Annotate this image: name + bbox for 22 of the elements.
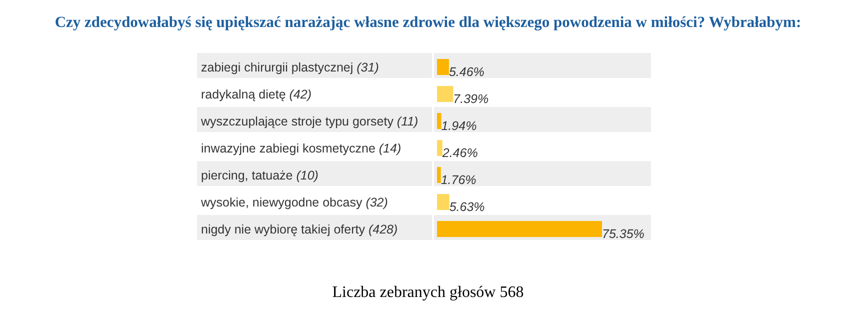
data-label: 75.35% xyxy=(602,227,644,241)
bar xyxy=(437,167,441,183)
data-label: 7.39% xyxy=(453,92,489,106)
bar xyxy=(437,59,449,75)
y-tick-label: zabiegi chirurgii plastycznej (31) xyxy=(201,60,379,74)
y-tick-label: nigdy nie wybiorę takiej oferty (428) xyxy=(201,222,398,236)
y-tick-label: radykalną dietę (42) xyxy=(201,88,312,102)
y-tick-label: wyszczuplające stroje typu gorsety (11) xyxy=(200,114,418,128)
bar xyxy=(437,113,442,129)
data-label: 1.76% xyxy=(440,173,476,187)
chart-title: Czy zdecydowałabyś się upiększać narażając własne zdrowie dla większego powodzenia w miłości? Wybrałabym: xyxy=(54,14,802,32)
y-tick-label: inwazyjne zabiegi kosmetyczne (14) xyxy=(201,142,402,156)
data-label: 1.94% xyxy=(441,119,477,133)
data-label: 5.46% xyxy=(448,65,484,79)
y-tick-label: wysokie, niewygodne obcasy (32) xyxy=(200,196,388,210)
text: Liczba zebranych głosów 568 xyxy=(331,284,525,302)
data-label: 5.63% xyxy=(449,200,485,214)
bar xyxy=(437,140,442,156)
bar xyxy=(437,86,454,102)
bar xyxy=(437,221,602,237)
y-tick-label: piercing, tatuaże (10) xyxy=(201,168,318,182)
bar xyxy=(437,194,450,210)
